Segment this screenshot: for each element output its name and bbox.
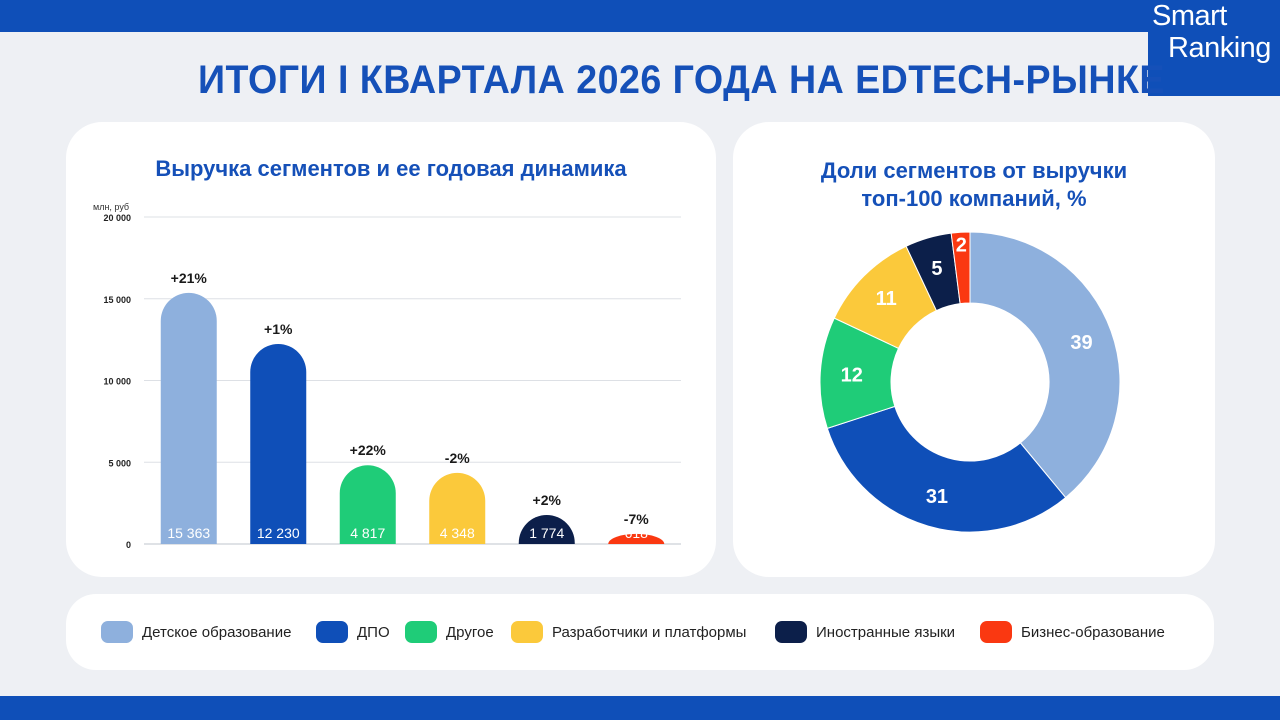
donut-value-label: 2 xyxy=(956,234,967,256)
bar-chart: млн, руб 0 5 000 10 000 15 000 20 000 +21% 15 3… xyxy=(93,202,681,550)
bar xyxy=(518,514,575,544)
bar-value-label: 4 348 xyxy=(440,525,475,541)
revenue-chart-card: Выручка сегментов и ее годовая динамика … xyxy=(66,122,716,577)
growth-label: +2% xyxy=(533,492,562,508)
legend-label: Разработчики и платформы xyxy=(552,623,747,641)
y-tick-label: 0 xyxy=(126,540,131,550)
legend-label: ДПО xyxy=(357,623,390,641)
donut-chart: 39 31 12 11 52 xyxy=(819,231,1121,533)
legend-item: Детское образование xyxy=(101,621,291,643)
legend-swatch xyxy=(511,621,543,643)
legend-item: Другое xyxy=(405,621,494,643)
bar-value-label: 1 774 xyxy=(529,525,564,541)
legend-label: Другое xyxy=(446,623,494,641)
bar-value-label: 12 230 xyxy=(257,525,300,541)
donut-slice xyxy=(826,405,1067,533)
logo-line-2: Ranking xyxy=(1168,32,1271,64)
growth-label: +22% xyxy=(350,442,387,458)
donut-value-label: 11 xyxy=(876,288,897,310)
legend-item: Разработчики и платформы xyxy=(511,621,746,643)
legend-swatch xyxy=(316,621,348,643)
donut-value-label: 12 xyxy=(841,365,863,387)
bottom-bar xyxy=(0,696,1280,720)
bar-value-label: 4 817 xyxy=(350,525,385,541)
legend-label: Иностранные языки xyxy=(816,623,956,641)
legend-label: Бизнес-образование xyxy=(1021,623,1165,641)
y-axis-unit-label: млн, руб xyxy=(93,202,129,212)
legend-item: Бизнес-образование xyxy=(980,621,1165,643)
growth-label: +1% xyxy=(264,321,293,337)
legend-swatch xyxy=(405,621,437,643)
donut-value-label: 31 xyxy=(926,486,948,508)
y-tick-label: 15 000 xyxy=(103,295,131,305)
top-bar xyxy=(0,0,1280,32)
bar xyxy=(429,472,486,544)
legend-swatch xyxy=(775,621,807,643)
legend-swatch xyxy=(101,621,133,643)
legend-label: Детское образование xyxy=(142,623,292,641)
shares-chart-card: Доли сегментов от выручки топ-100 компан… xyxy=(733,122,1215,577)
bar-value-label: 15 363 xyxy=(167,525,210,541)
growth-label: +21% xyxy=(171,270,208,286)
bar xyxy=(608,533,665,544)
donut-title-line-2: топ-100 компаний, % xyxy=(861,186,1087,211)
smart-ranking-logo: Smart Ranking xyxy=(1148,0,1280,96)
y-tick-label: 10 000 xyxy=(103,377,131,387)
logo-line-1: Smart xyxy=(1152,0,1227,32)
y-tick-label: 5 000 xyxy=(108,458,131,468)
donut-slice xyxy=(950,231,971,305)
bar-chart-title: Выручка сегментов и ее годовая динамика xyxy=(155,156,627,181)
page-title: ИТОГИ I КВАРТАЛА 2026 ГОДА НА EDTECH-РЫН… xyxy=(198,58,1165,102)
legend-item: ДПО xyxy=(316,621,390,643)
bar xyxy=(250,344,307,544)
legend-swatch xyxy=(980,621,1012,643)
donut-title-line-1: Доли сегментов от выручки xyxy=(820,158,1128,183)
growth-label: -7% xyxy=(624,511,649,527)
donut-value-label: 5 xyxy=(931,258,942,280)
donut-slice xyxy=(969,231,1121,499)
bar xyxy=(339,465,396,544)
y-tick-label: 20 000 xyxy=(103,213,131,223)
donut-value-label: 39 xyxy=(1070,332,1092,354)
bar-value-label: 618 xyxy=(625,525,649,541)
bar xyxy=(160,292,217,544)
legend xyxy=(66,594,1214,670)
growth-label: -2% xyxy=(445,450,470,466)
legend-item: Иностранные языки xyxy=(775,621,955,643)
